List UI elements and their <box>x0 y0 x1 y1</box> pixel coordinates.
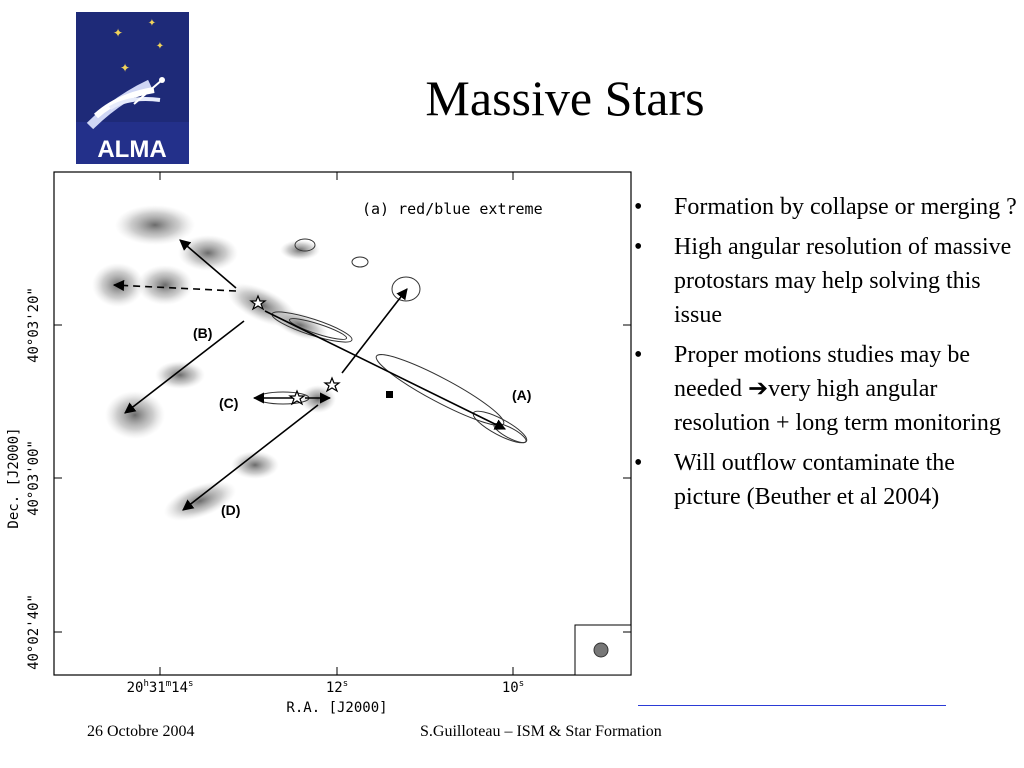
protostar-markers <box>249 294 341 406</box>
bullet-item: • Formation by collapse or merging ? <box>634 190 1019 224</box>
outflow-label-d: (D) <box>221 502 240 518</box>
outflow-map-figure: (a) red/blue extreme <box>0 165 634 718</box>
plot-frame <box>53 171 632 676</box>
bullet-dot: • <box>634 234 643 260</box>
continuum-source-marker <box>386 391 393 398</box>
bullet-dot: • <box>634 450 643 476</box>
footer-date: 26 Octobre 2004 <box>87 723 195 740</box>
bullet-dot: • <box>634 342 643 368</box>
y-axis-label: Dec. [J2000] <box>6 427 22 528</box>
blueshifted-emission <box>92 205 336 521</box>
alma-logo: ✦ ✦ ✦ ✦ ALMA <box>76 12 189 164</box>
bullet-list: • Formation by collapse or merging ? • Hig… <box>634 190 1019 520</box>
y-tick-label: 40°02'40" <box>26 594 42 670</box>
footer-rule <box>638 705 946 706</box>
bullet-item: • Proper motions studies may be needed ➔v… <box>634 338 1019 440</box>
panel-label: (a) red/blue extreme <box>362 200 543 218</box>
outflow-label-c: (C) <box>219 395 238 411</box>
outflow-label-a: (A) <box>512 387 531 403</box>
outflow-label-b: (B) <box>193 325 212 341</box>
x-tick-label: 12s <box>326 679 348 696</box>
slide-title: Massive Stars <box>425 70 705 126</box>
y-tick-label: 40°03'20" <box>26 287 42 363</box>
bullet-item: • Will outflow contaminate the picture (B… <box>634 446 1019 514</box>
svg-text:✦: ✦ <box>148 18 156 29</box>
x-tick-label: 20h31m14s <box>127 679 194 696</box>
arrow-icon: ➔ <box>747 376 769 402</box>
beam-ellipse <box>593 642 609 658</box>
bullet-item: • High angular resolution of massive prot… <box>634 230 1019 332</box>
x-tick-label: 10s <box>502 679 524 696</box>
alma-logo-text: ALMA <box>97 136 166 163</box>
footer-author: S.Guilloteau – ISM & Star Formation <box>420 723 662 740</box>
svg-text:✦: ✦ <box>113 26 123 40</box>
svg-text:✦: ✦ <box>156 41 164 52</box>
bullet-dot: • <box>634 194 643 220</box>
y-tick-label: 40°03'00" <box>26 440 42 516</box>
outflow-arrows <box>112 239 507 511</box>
svg-text:✦: ✦ <box>120 61 130 75</box>
x-axis-label: R.A. [J2000] <box>286 700 387 716</box>
